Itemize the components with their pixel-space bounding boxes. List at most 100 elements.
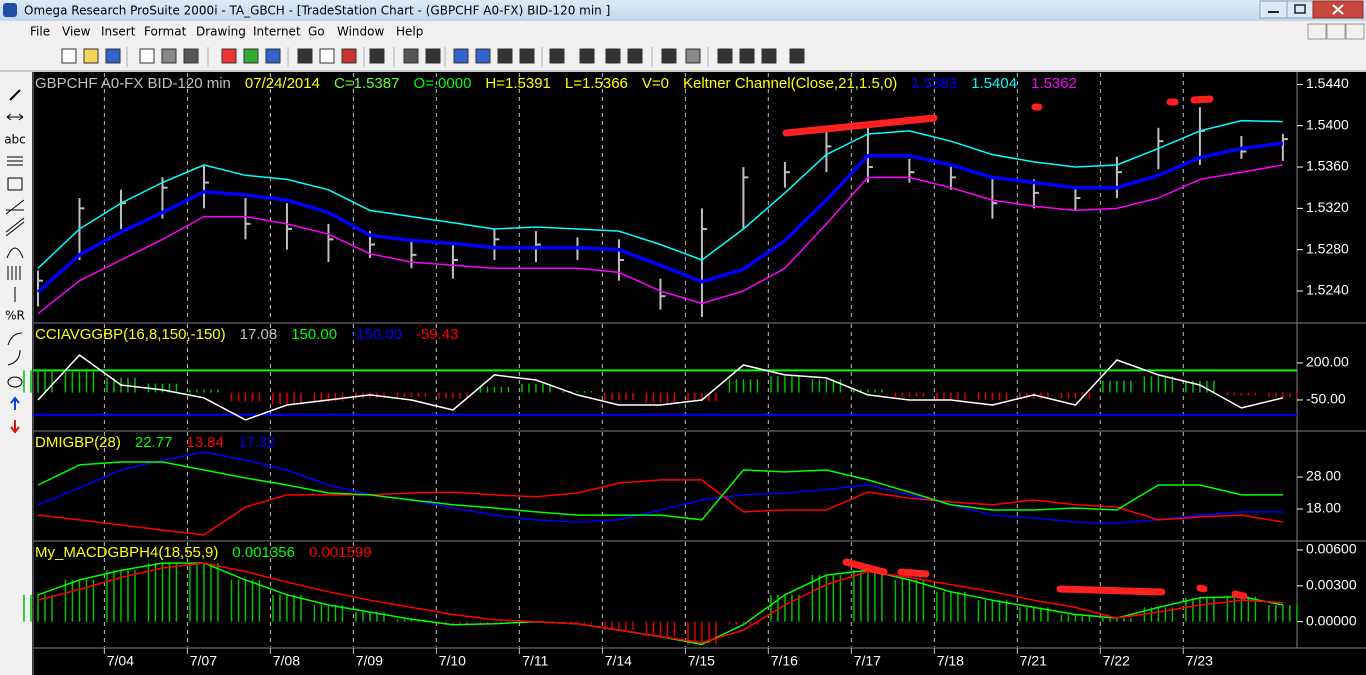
y-tick-label: 1.5280 bbox=[1306, 240, 1349, 256]
channel-tool[interactable] bbox=[5, 217, 25, 237]
buy-arrow-tool[interactable] bbox=[10, 396, 20, 410]
ellipse-tool[interactable] bbox=[7, 376, 23, 388]
menu-item[interactable]: Drawing bbox=[196, 25, 246, 39]
x-tick-label: 7/10 bbox=[439, 653, 466, 669]
menu-item[interactable]: Go bbox=[308, 25, 325, 39]
toolbar-button[interactable] bbox=[161, 48, 177, 64]
toolbar-button[interactable] bbox=[297, 48, 313, 64]
toolbar-button[interactable] bbox=[83, 48, 99, 64]
toolbar-button[interactable] bbox=[243, 48, 259, 64]
mdi-close[interactable] bbox=[1345, 23, 1365, 40]
menu-item[interactable]: View bbox=[62, 25, 91, 39]
toolbar-button[interactable] bbox=[183, 48, 199, 64]
y-tick-label: 1.5360 bbox=[1306, 158, 1349, 174]
toolbar-button[interactable] bbox=[425, 48, 441, 64]
menu-bar bbox=[0, 21, 1366, 43]
indicator-header: 1.5383 bbox=[911, 75, 957, 92]
app-icon bbox=[3, 3, 17, 17]
annotation-stroke bbox=[1190, 95, 1214, 104]
x-tick-label: 7/04 bbox=[107, 653, 134, 669]
indicator-header: -150.00 bbox=[351, 326, 402, 343]
panel: 0.00600 0.00300 0.00000 My_MACDGBPH4(18,55,… bbox=[23, 540, 1366, 647]
toolbar-button[interactable] bbox=[497, 48, 513, 64]
toolbar-button[interactable] bbox=[139, 48, 155, 64]
indicator-header: My_MACDGBPH4(18,55,9) bbox=[35, 544, 218, 561]
indicator-header: 17.08 bbox=[240, 326, 278, 343]
x-tick-label: 7/14 bbox=[605, 653, 632, 669]
menu-item[interactable]: File bbox=[30, 25, 50, 39]
toolbar-button[interactable] bbox=[341, 48, 357, 64]
text-tool[interactable]: abc bbox=[4, 133, 26, 147]
indicator-header: 13.84 bbox=[186, 434, 224, 451]
indicator-header: 17.32 bbox=[238, 434, 276, 451]
indicator-header: Keltner Channel(Close,21,1.5,0) bbox=[683, 75, 897, 92]
drawing-toolbar bbox=[0, 72, 32, 675]
panel: 200.00 -50.00 CCIAVGGBP(16,8,150,-150) 17.0… bbox=[23, 322, 1366, 429]
indicator-header: L=1.5366 bbox=[565, 75, 628, 92]
menu-item[interactable]: Insert bbox=[101, 25, 136, 39]
y-tick-label: 0.00000 bbox=[1306, 612, 1357, 628]
percent-r-tool[interactable]: %R bbox=[5, 309, 25, 323]
y-tick-label: 1.5440 bbox=[1306, 75, 1349, 91]
arrow-tool[interactable] bbox=[6, 113, 24, 121]
indicator-line bbox=[37, 479, 1284, 536]
menu-item[interactable]: Help bbox=[396, 25, 423, 39]
panel: 1.5440 1.5400 1.5360 1.5320 1.5280 1.5240 GBPC… bbox=[35, 73, 1349, 321]
minimize-button[interactable] bbox=[1259, 0, 1288, 19]
indicator-header: 1.5404 bbox=[971, 75, 1017, 92]
toolbar-button[interactable] bbox=[265, 48, 281, 64]
indicator-line bbox=[37, 164, 1284, 315]
maximize-button[interactable] bbox=[1286, 0, 1314, 19]
y-tick-label: 0.00300 bbox=[1306, 577, 1357, 593]
indicator-header: GBPCHF A0-FX BID-120 min bbox=[35, 75, 231, 92]
menu-item[interactable]: Window bbox=[337, 25, 385, 39]
indicator-header: C=1.5387 bbox=[334, 75, 399, 92]
indicator-header: 150.00 bbox=[291, 326, 337, 343]
mdi-restore[interactable] bbox=[1326, 23, 1346, 40]
toolbar-button[interactable] bbox=[739, 48, 755, 64]
speed-tool[interactable] bbox=[7, 332, 23, 346]
fib-tool[interactable] bbox=[5, 199, 25, 215]
pencil-tool[interactable] bbox=[9, 89, 21, 101]
annotation-stroke bbox=[1056, 585, 1166, 596]
toolbar-button[interactable] bbox=[61, 48, 77, 64]
toolbar-button[interactable] bbox=[761, 48, 777, 64]
cycle-tool[interactable] bbox=[7, 266, 21, 280]
toolbar bbox=[0, 43, 1366, 72]
indicator-line bbox=[37, 119, 1283, 269]
toolbar-button[interactable] bbox=[549, 48, 565, 64]
toolbar-button[interactable] bbox=[519, 48, 535, 64]
menu-item[interactable]: Internet bbox=[253, 25, 301, 39]
curve-tool[interactable] bbox=[7, 349, 21, 366]
toolbar-button[interactable] bbox=[627, 48, 643, 64]
sell-arrow-tool[interactable] bbox=[10, 420, 20, 434]
toolbar-button[interactable] bbox=[403, 48, 419, 64]
x-tick-label: 7/09 bbox=[356, 653, 383, 669]
rect-tool[interactable] bbox=[7, 177, 23, 191]
toolbar-button[interactable] bbox=[221, 48, 237, 64]
menu-item[interactable]: Format bbox=[144, 25, 187, 39]
toolbar-button[interactable] bbox=[319, 48, 335, 64]
toolbar-button[interactable] bbox=[717, 48, 733, 64]
y-tick-label: 0.00600 bbox=[1306, 541, 1357, 557]
indicator-line bbox=[36, 141, 1284, 294]
arc-tool[interactable] bbox=[6, 247, 24, 259]
toolbar-button[interactable] bbox=[605, 48, 621, 64]
toolbar-button[interactable] bbox=[105, 48, 121, 64]
toolbar-button[interactable] bbox=[453, 48, 469, 64]
toolbar-button[interactable] bbox=[475, 48, 491, 64]
mdi-minimize[interactable] bbox=[1307, 23, 1327, 40]
toolbar-button[interactable] bbox=[369, 48, 385, 64]
toolbar-button[interactable] bbox=[685, 48, 701, 64]
y-tick-label: 200.00 bbox=[1306, 354, 1349, 370]
toolbar-button[interactable] bbox=[789, 48, 805, 64]
toolbar-button[interactable] bbox=[579, 48, 595, 64]
x-tick-label: 7/17 bbox=[854, 653, 881, 669]
x-tick-label: 7/11 bbox=[522, 653, 548, 669]
drawing-tools: abc %R bbox=[4, 89, 26, 434]
x-tick-label: 7/23 bbox=[1186, 653, 1213, 669]
toolbar-button[interactable] bbox=[661, 48, 677, 64]
lines-tool[interactable] bbox=[7, 156, 23, 166]
y-tick-label: 28.00 bbox=[1306, 468, 1341, 484]
